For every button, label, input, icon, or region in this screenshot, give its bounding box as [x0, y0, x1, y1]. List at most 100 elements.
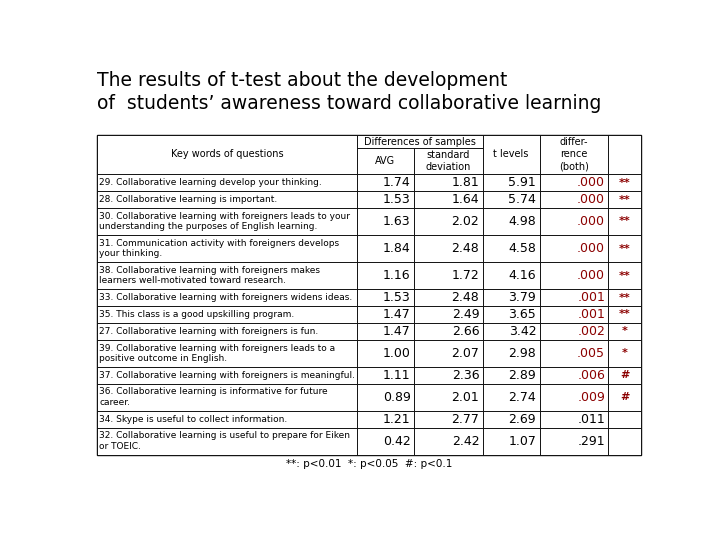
- Bar: [482, 208, 539, 235]
- Text: 2.36: 2.36: [451, 369, 480, 382]
- Bar: [414, 428, 482, 455]
- Bar: [482, 323, 539, 340]
- Bar: [482, 289, 539, 306]
- Text: 4.58: 4.58: [508, 242, 536, 255]
- Text: 3.79: 3.79: [508, 291, 536, 304]
- Bar: [414, 340, 482, 367]
- Bar: [414, 411, 482, 428]
- Bar: [96, 134, 357, 174]
- Bar: [414, 148, 482, 174]
- Text: standard
deviation: standard deviation: [426, 150, 471, 172]
- Text: Differences of samples: Differences of samples: [364, 137, 476, 146]
- Text: 34. Skype is useful to collect information.: 34. Skype is useful to collect informati…: [99, 415, 288, 424]
- Text: 27. Collaborative learning with foreigners is fun.: 27. Collaborative learning with foreigne…: [99, 327, 319, 336]
- Text: **: **: [619, 271, 631, 281]
- Bar: [357, 262, 414, 289]
- Text: 29. Collaborative learning develop your thinking.: 29. Collaborative learning develop your …: [99, 178, 323, 187]
- Bar: [482, 411, 539, 428]
- Text: 2.02: 2.02: [451, 215, 480, 228]
- Text: 1.81: 1.81: [451, 176, 480, 189]
- Text: 36. Collaborative learning is informative for future
career.: 36. Collaborative learning is informativ…: [99, 388, 328, 407]
- Text: 3.42: 3.42: [508, 325, 536, 338]
- Bar: [96, 306, 357, 323]
- Text: 1.47: 1.47: [383, 308, 410, 321]
- Bar: [357, 428, 414, 455]
- Bar: [96, 384, 357, 411]
- Bar: [482, 174, 539, 191]
- Bar: [414, 384, 482, 411]
- Text: 32. Collaborative learning is useful to prepare for Eiken
or TOEIC.: 32. Collaborative learning is useful to …: [99, 431, 351, 451]
- Bar: [539, 411, 608, 428]
- Bar: [357, 340, 414, 367]
- Text: 2.98: 2.98: [508, 347, 536, 360]
- Text: 1.53: 1.53: [383, 291, 410, 304]
- Bar: [539, 235, 608, 262]
- Text: **: **: [619, 293, 631, 302]
- Bar: [414, 289, 482, 306]
- Bar: [608, 289, 642, 306]
- Text: 2.69: 2.69: [508, 413, 536, 426]
- Text: 1.53: 1.53: [383, 193, 410, 206]
- Text: 4.98: 4.98: [508, 215, 536, 228]
- Bar: [608, 340, 642, 367]
- Bar: [608, 411, 642, 428]
- Text: 2.42: 2.42: [451, 435, 480, 448]
- Bar: [608, 191, 642, 208]
- Text: 2.74: 2.74: [508, 391, 536, 404]
- Bar: [357, 384, 414, 411]
- Text: AVG: AVG: [375, 156, 395, 166]
- Bar: [608, 174, 642, 191]
- Text: 2.89: 2.89: [508, 369, 536, 382]
- Bar: [539, 367, 608, 384]
- Bar: [482, 191, 539, 208]
- Text: .001: .001: [577, 291, 605, 304]
- Text: 3.65: 3.65: [508, 308, 536, 321]
- Bar: [357, 367, 414, 384]
- Text: .011: .011: [577, 413, 605, 426]
- Text: 2.66: 2.66: [451, 325, 480, 338]
- Bar: [357, 208, 414, 235]
- Bar: [539, 323, 608, 340]
- Text: The results of t-test about the development: The results of t-test about the developm…: [96, 71, 507, 90]
- Bar: [608, 323, 642, 340]
- Text: 33. Collaborative learning with foreigners widens ideas.: 33. Collaborative learning with foreigne…: [99, 293, 353, 302]
- Text: .006: .006: [577, 369, 605, 382]
- Bar: [96, 411, 357, 428]
- Bar: [96, 340, 357, 367]
- Bar: [608, 306, 642, 323]
- Bar: [414, 262, 482, 289]
- Bar: [482, 340, 539, 367]
- Bar: [482, 235, 539, 262]
- Text: .000: .000: [577, 242, 605, 255]
- Bar: [96, 367, 357, 384]
- Bar: [96, 191, 357, 208]
- Bar: [96, 134, 642, 455]
- Text: 4.16: 4.16: [508, 269, 536, 282]
- Text: 1.07: 1.07: [508, 435, 536, 448]
- Bar: [608, 134, 642, 174]
- Bar: [482, 384, 539, 411]
- Text: 2.48: 2.48: [451, 291, 480, 304]
- Text: 1.63: 1.63: [383, 215, 410, 228]
- Bar: [482, 367, 539, 384]
- Text: 2.49: 2.49: [451, 308, 480, 321]
- Bar: [539, 191, 608, 208]
- Bar: [96, 208, 357, 235]
- Bar: [96, 174, 357, 191]
- Bar: [357, 191, 414, 208]
- Bar: [539, 134, 608, 174]
- Text: 38. Collaborative learning with foreigners makes
learners well-motivated toward : 38. Collaborative learning with foreigne…: [99, 266, 320, 286]
- Bar: [357, 134, 482, 149]
- Bar: [96, 235, 357, 262]
- Bar: [96, 428, 357, 455]
- Text: t levels: t levels: [493, 150, 528, 159]
- Bar: [357, 411, 414, 428]
- Bar: [414, 235, 482, 262]
- Text: #: #: [620, 393, 629, 402]
- Text: **: **: [619, 244, 631, 254]
- Text: 5.91: 5.91: [508, 176, 536, 189]
- Bar: [539, 174, 608, 191]
- Text: .000: .000: [577, 176, 605, 189]
- Text: 0.42: 0.42: [383, 435, 410, 448]
- Text: **: **: [619, 309, 631, 320]
